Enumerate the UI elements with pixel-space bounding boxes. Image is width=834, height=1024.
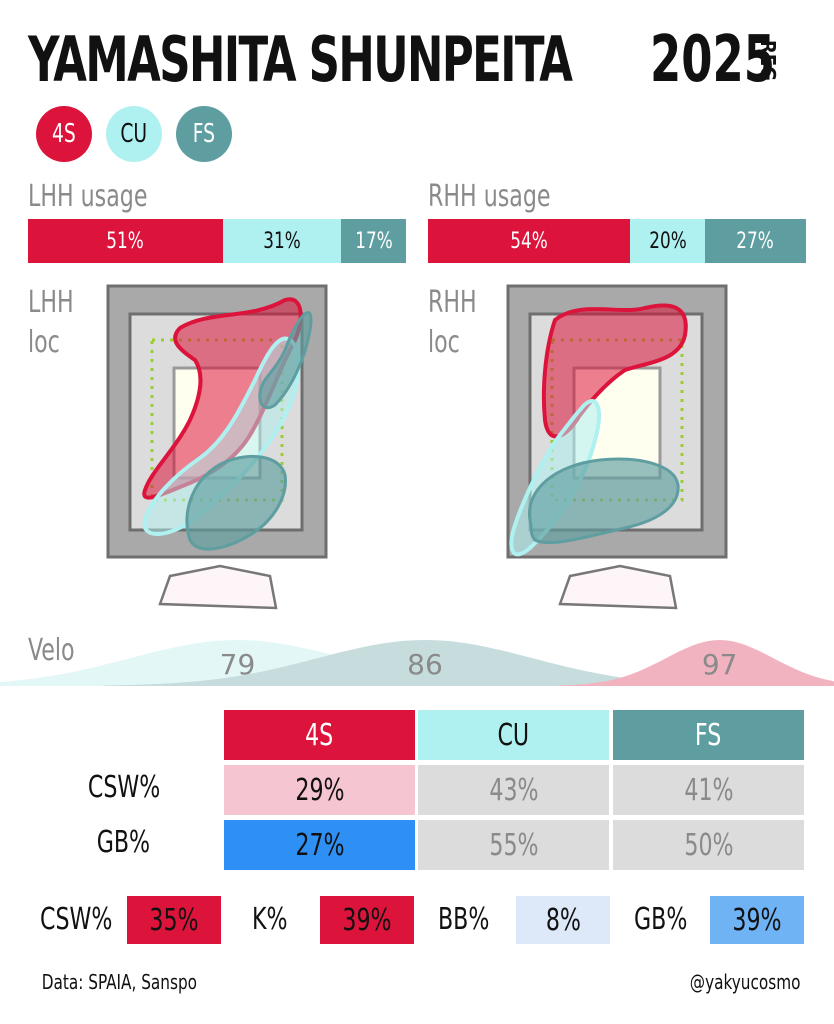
rhh-usage-bar: 54% 20% 27%: [428, 219, 806, 263]
rhh-4s-density: [541, 303, 688, 439]
cell-gb-4s: 27%: [224, 820, 415, 870]
overall-bb-label: BB%: [438, 902, 490, 937]
cell-csw-4s: 29%: [224, 765, 415, 815]
rhh-usage-fs: 27%: [704, 219, 806, 263]
overall-k-label: K%: [252, 902, 288, 937]
page-title: YAMASHITA SHUNPEITA: [28, 23, 573, 96]
lhh-usage-bar: 51% 31% 17%: [28, 219, 406, 263]
velo-dist-cu: [0, 640, 559, 686]
legend-pill-4s: 4S: [36, 106, 92, 162]
overall-gb-label: GB%: [634, 902, 688, 937]
rhh-loc-label-line2: loc: [428, 325, 460, 360]
row-label-csw: CSW%: [87, 770, 160, 805]
rhh-location-plot: [506, 284, 728, 610]
rhh-usage-cu: 20%: [630, 219, 705, 263]
lhh-usage-cu: 31%: [222, 219, 342, 263]
overall-gb-value: 39%: [710, 896, 804, 944]
home-plate: [558, 564, 678, 610]
lhh-usage-label: LHH usage: [28, 179, 148, 214]
data-source: Data: SPAIA, Sanspo: [41, 970, 198, 994]
velo-dist-4s: [558, 640, 834, 686]
overall-csw-value: 35%: [127, 896, 221, 944]
lhh-usage-fs: 17%: [341, 219, 406, 263]
lhh-usage-4s: 51%: [28, 219, 223, 263]
velo-dist-fs: [103, 640, 747, 686]
col-header-fs: FS: [613, 710, 804, 760]
velo-label: Velo: [28, 633, 75, 668]
season-year: 2025: [650, 23, 775, 97]
author-handle: @yakyucosmo: [689, 970, 801, 994]
lhh-fs-density: [185, 311, 313, 551]
rhh-usage-4s: 54%: [428, 219, 631, 263]
velo-label-fs: 86: [407, 648, 443, 681]
velo-label-4s: 97: [702, 648, 738, 681]
home-plate: [158, 564, 278, 610]
rhh-loc-label-line1: RHH: [428, 285, 477, 320]
row-label-gb: GB%: [96, 825, 150, 860]
lhh-loc-label-line1: LHH: [28, 285, 74, 320]
cell-csw-cu: 43%: [418, 765, 609, 815]
rhh-usage-label: RHH usage: [428, 179, 551, 214]
lhh-location-plot: [106, 284, 328, 610]
overall-csw-label: CSW%: [40, 902, 113, 937]
cell-csw-fs: 41%: [613, 765, 804, 815]
rhh-fs-density: [527, 457, 680, 545]
legend-pill-fs: FS: [176, 106, 232, 162]
velo-distribution-plot: 79 86 97: [0, 640, 834, 686]
col-header-cu: CU: [418, 710, 609, 760]
cell-gb-fs: 50%: [613, 820, 804, 870]
legend-pill-cu: CU: [106, 106, 162, 162]
col-header-4s: 4S: [224, 710, 415, 760]
overall-k-value: 39%: [320, 896, 414, 944]
lhh-loc-label-line2: loc: [28, 325, 60, 360]
season-tag: REG: [756, 40, 780, 81]
cell-gb-cu: 55%: [418, 820, 609, 870]
overall-bb-value: 8%: [516, 896, 610, 944]
